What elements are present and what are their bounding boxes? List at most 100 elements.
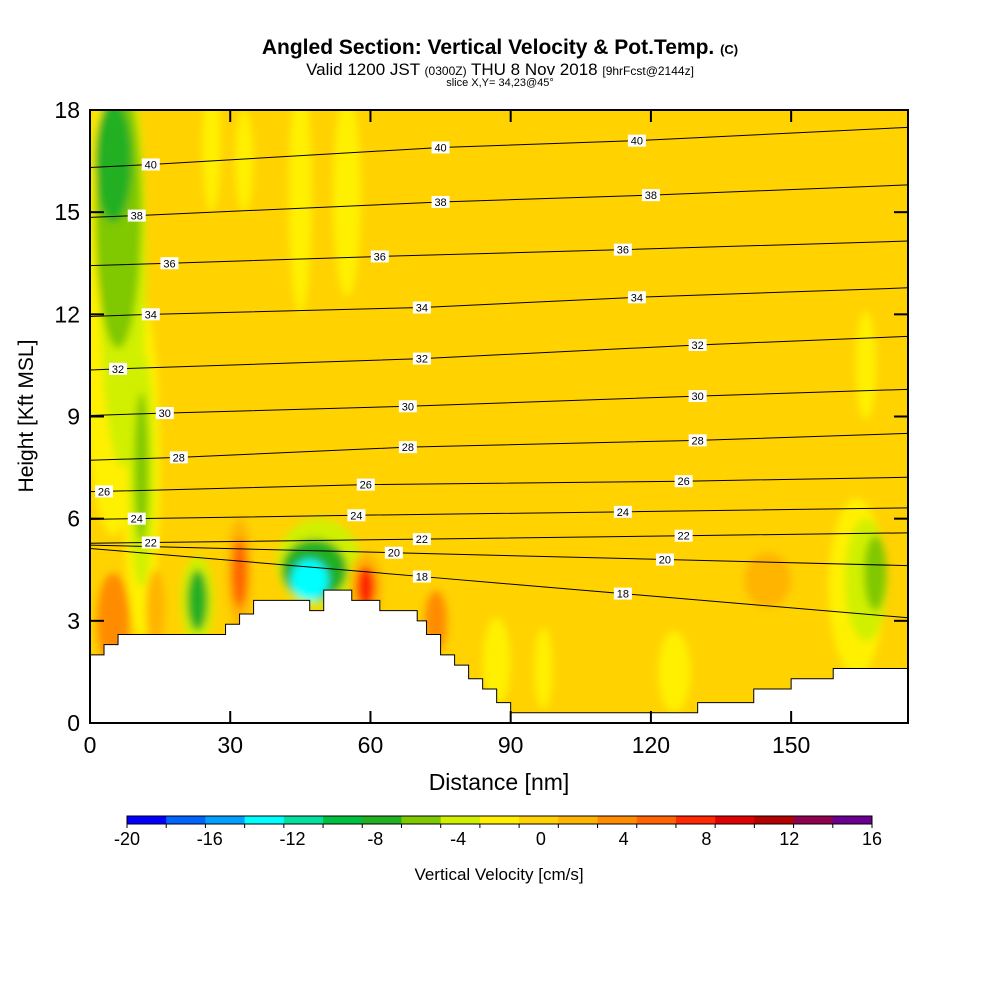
theta-label-25: 24 xyxy=(347,509,366,522)
x-tick-label-0: 0 xyxy=(84,732,97,758)
title-main: Angled Section: Vertical Velocity & Pot.… xyxy=(261,36,715,59)
theta-label-1: 40 xyxy=(431,141,450,154)
x-tick-label-90: 90 xyxy=(498,732,524,758)
velocity-feature-25 xyxy=(534,627,553,710)
isotherm-20 xyxy=(90,544,908,567)
svg-text:38: 38 xyxy=(434,197,446,209)
velocity-feature-32 xyxy=(800,127,829,298)
colorbar-label--16: -16 xyxy=(197,829,223,849)
svg-text:36: 36 xyxy=(617,245,629,257)
svg-text:26: 26 xyxy=(98,486,110,498)
theta-label-2: 40 xyxy=(627,134,646,148)
x-tick-label-150: 150 xyxy=(772,732,810,758)
svg-text:40: 40 xyxy=(631,136,643,148)
theta-label-23: 26 xyxy=(674,475,693,488)
velocity-feature-27 xyxy=(248,385,306,482)
svg-text:32: 32 xyxy=(416,354,428,366)
theta-label-31: 20 xyxy=(655,553,674,567)
velocity-feature-28 xyxy=(350,314,372,465)
y-tick-label-6: 6 xyxy=(67,506,80,532)
colorbar-swatch-6 xyxy=(362,816,402,824)
theta-label-29: 22 xyxy=(674,529,693,543)
colorbar-swatch-16 xyxy=(754,816,795,824)
x-tick-label-120: 120 xyxy=(632,732,670,758)
slice-label: slice X,Y= 34,23@45° xyxy=(446,77,554,89)
colorbar-label-16: 16 xyxy=(862,829,882,849)
theta-label-8: 36 xyxy=(613,243,632,257)
theta-label-14: 32 xyxy=(688,338,707,352)
svg-text:30: 30 xyxy=(402,401,414,413)
velocity-field: 40 40 40 38 38 38 36 36 36 34 34 34 32 32 32 30 30 30 28 28… xyxy=(90,110,908,723)
colorbar-label-0: 0 xyxy=(536,829,546,849)
terrain xyxy=(90,589,908,723)
title-unit: (C) xyxy=(720,42,739,57)
velocity-feature-9 xyxy=(288,110,313,315)
svg-text:34: 34 xyxy=(145,309,157,321)
svg-text:20: 20 xyxy=(659,555,671,567)
subtitle-utc: (0300Z) xyxy=(424,64,467,78)
theta-label-27: 22 xyxy=(141,536,160,550)
theta-label-30: 20 xyxy=(384,546,403,560)
theta-label-7: 36 xyxy=(370,250,389,263)
svg-text:32: 32 xyxy=(692,340,704,352)
velocity-feature-33 xyxy=(744,552,792,608)
svg-text:24: 24 xyxy=(131,514,143,526)
svg-text:22: 22 xyxy=(145,538,157,550)
subtitle-forecast: [9hrFcst@2144z] xyxy=(602,64,694,78)
velocity-feature-16 xyxy=(232,539,248,608)
svg-text:20: 20 xyxy=(388,548,400,560)
velocity-feature-10 xyxy=(333,110,362,298)
svg-text:38: 38 xyxy=(645,190,657,202)
colorbar-label: Vertical Velocity [cm/s] xyxy=(414,865,583,884)
velocity-feature-31 xyxy=(174,236,203,359)
theta-label-18: 28 xyxy=(169,451,188,464)
velocity-feature-4 xyxy=(134,392,149,543)
colorbar-swatch-10 xyxy=(519,816,559,824)
colorbar-label-8: 8 xyxy=(701,829,711,849)
svg-text:18: 18 xyxy=(617,589,629,601)
theta-label-10: 34 xyxy=(412,301,431,315)
svg-text:22: 22 xyxy=(678,531,690,543)
theta-label-5: 38 xyxy=(641,189,660,202)
svg-text:24: 24 xyxy=(350,510,362,522)
velocity-feature-40 xyxy=(897,178,908,587)
chart-subtitle: Valid 1200 JST (0300Z) THU 8 Nov 2018 [9… xyxy=(0,60,1000,80)
velocity-feature-21 xyxy=(146,569,165,652)
colorbar-label--4: -4 xyxy=(450,829,466,849)
colorbar-swatch-1 xyxy=(166,816,206,824)
svg-text:40: 40 xyxy=(145,159,157,171)
x-tick-label-30: 30 xyxy=(217,732,243,758)
colorbar-swatch-2 xyxy=(205,816,246,824)
y-tick-label-0: 0 xyxy=(67,710,80,736)
svg-text:24: 24 xyxy=(617,507,629,519)
velocity-feature-26 xyxy=(657,631,691,713)
y-tick-label-3: 3 xyxy=(67,608,80,634)
svg-text:36: 36 xyxy=(374,251,386,263)
y-tick-label-18: 18 xyxy=(54,97,80,123)
velocity-feature-11 xyxy=(187,569,208,632)
colorbar-swatch-12 xyxy=(597,816,638,824)
svg-text:28: 28 xyxy=(402,442,414,454)
svg-text:34: 34 xyxy=(631,292,643,304)
isotherm-18 xyxy=(90,547,908,619)
colorbar-swatch-8 xyxy=(440,816,481,824)
colorbar-swatch-11 xyxy=(558,816,599,824)
svg-text:32: 32 xyxy=(112,364,124,376)
colorbar-label--8: -8 xyxy=(367,829,383,849)
colorbar-swatch-0 xyxy=(127,816,167,824)
x-axis-label: Distance [nm] xyxy=(429,769,570,795)
velocity-feature-0 xyxy=(94,110,133,223)
theta-label-15: 30 xyxy=(155,407,174,420)
theta-label-6: 36 xyxy=(160,257,179,270)
subtitle-valid: Valid 1200 JST xyxy=(306,60,420,79)
colorbar-label-4: 4 xyxy=(619,829,629,849)
svg-text:30: 30 xyxy=(692,391,704,403)
theta-label-26: 24 xyxy=(613,505,632,519)
colorbar-swatch-7 xyxy=(401,816,442,824)
svg-text:28: 28 xyxy=(692,435,704,447)
colorbar-swatch-4 xyxy=(283,816,324,824)
velocity-feature-35 xyxy=(576,545,633,683)
velocity-feature-36 xyxy=(855,310,877,420)
svg-text:34: 34 xyxy=(416,303,428,315)
svg-text:36: 36 xyxy=(163,258,175,270)
